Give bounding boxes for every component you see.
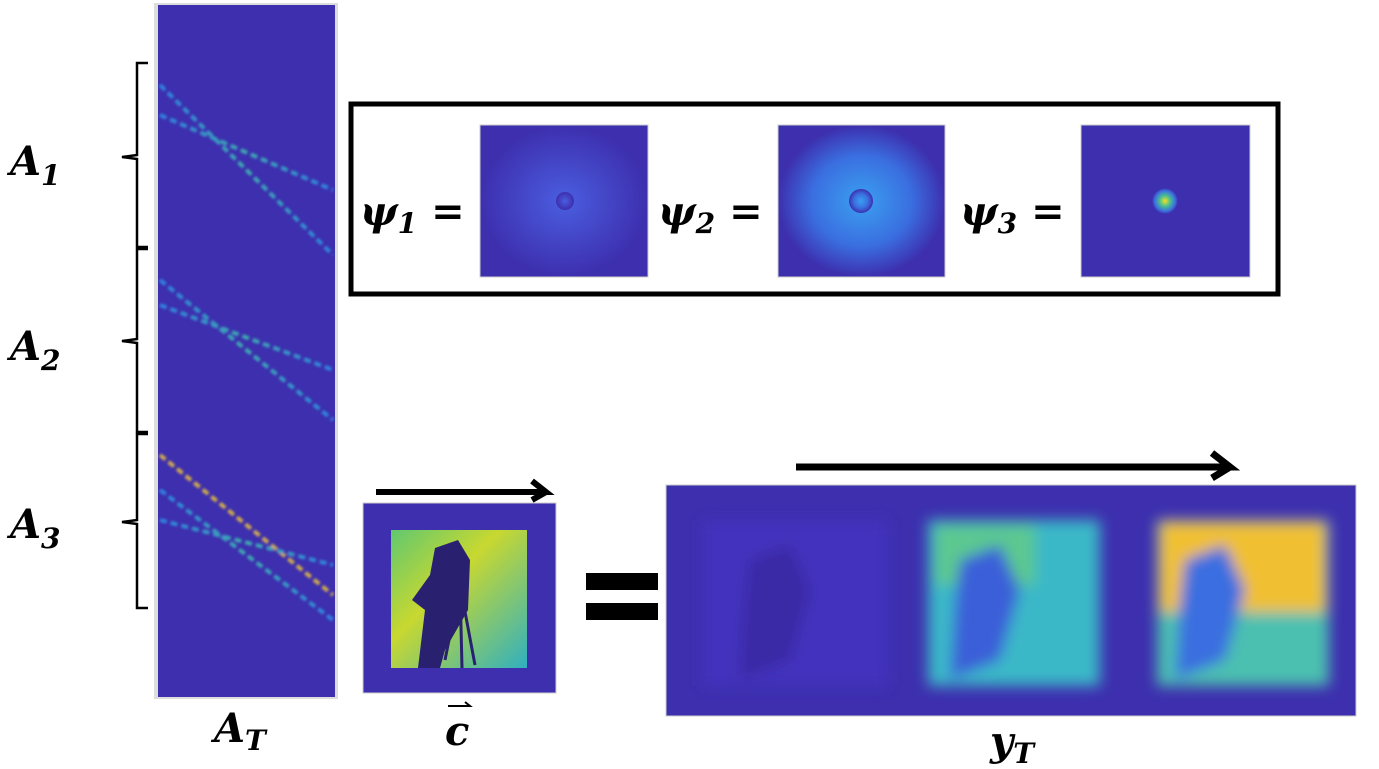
vector-arrow [448, 702, 470, 706]
output-panels [702, 520, 1329, 686]
kernel-spot [849, 189, 873, 213]
arrow [376, 481, 546, 500]
label-sub: 1 [398, 207, 417, 240]
input-label: c [445, 708, 469, 755]
kernel-spot [556, 192, 574, 210]
kernel-spot [1152, 188, 1178, 214]
block-label: A3 [6, 501, 61, 555]
matrix-label: AT [210, 705, 268, 757]
label-base: ψ [360, 188, 399, 235]
equals: = [729, 188, 763, 235]
matrix-image [154, 3, 338, 699]
label-sub: 1 [41, 159, 60, 192]
label-base: ψ [960, 188, 999, 235]
label-base: A [210, 705, 245, 752]
label-base: y [989, 718, 1016, 765]
equals-bar [586, 573, 658, 590]
arrow [796, 453, 1230, 478]
label-sub: 3 [998, 207, 1017, 240]
label-base: A [6, 138, 41, 185]
label-sub: T [1013, 737, 1036, 769]
output-label: yT [989, 718, 1036, 769]
block-label: A1 [6, 138, 61, 192]
label-sub: 2 [695, 207, 715, 240]
label-base: A [6, 323, 41, 370]
equals-bar [586, 603, 658, 620]
equals: = [431, 188, 465, 235]
diagram: A1 A2 A3 AT ψ1= ψ2= ψ3= c yT [0, 0, 1379, 769]
label-sub: T [245, 724, 268, 757]
label-sub: 2 [40, 344, 60, 377]
label-base: A [6, 501, 41, 548]
brackets [122, 63, 148, 608]
equals: = [1031, 188, 1065, 235]
block-label: A2 [6, 323, 61, 377]
label-sub: 3 [41, 522, 60, 555]
label-base: ψ [658, 188, 697, 235]
